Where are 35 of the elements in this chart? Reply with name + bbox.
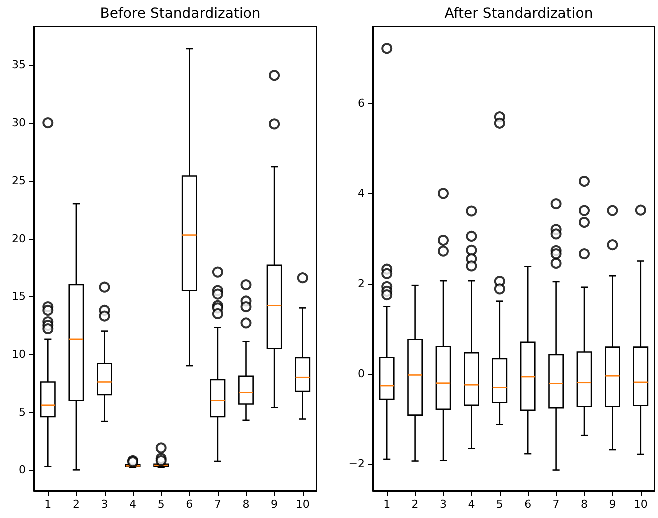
x-tick-label: 5 — [158, 498, 165, 511]
y-tick-label: 0 — [19, 464, 26, 477]
y-tick-label: 10 — [12, 348, 26, 361]
x-tick-label: 4 — [468, 498, 476, 511]
y-tick-label: 2 — [358, 277, 365, 290]
x-tick-label: 3 — [440, 498, 447, 511]
chart-title: Before Standardization — [100, 6, 261, 22]
y-tick-label: 35 — [12, 58, 26, 72]
y-tick-label: 30 — [12, 116, 26, 130]
x-tick-label: 10 — [634, 498, 648, 511]
y-tick-label: 0 — [358, 367, 365, 380]
x-tick-label: 8 — [581, 498, 588, 511]
y-tick-label: 25 — [12, 174, 26, 188]
x-tick-label: 6 — [524, 498, 532, 511]
y-tick-label: 15 — [12, 290, 26, 304]
x-tick-label: 7 — [214, 498, 222, 511]
y-tick-label: 4 — [358, 187, 365, 200]
x-tick-label: 6 — [186, 498, 194, 511]
x-tick-label: 9 — [609, 498, 616, 511]
x-tick-label: 8 — [242, 498, 250, 511]
x-tick-label: 7 — [552, 498, 560, 511]
x-tick-label: 2 — [72, 498, 80, 511]
x-tick-label: 9 — [271, 498, 278, 511]
chart-title: After Standardization — [444, 6, 594, 22]
x-tick-label: 10 — [296, 498, 310, 511]
x-tick-label: 4 — [130, 498, 137, 511]
y-tick-label: 20 — [12, 232, 26, 246]
x-tick-label: 5 — [496, 498, 504, 511]
y-tick-label: 5 — [19, 406, 26, 419]
x-tick-label: 1 — [384, 498, 391, 511]
x-tick-label: 2 — [412, 498, 419, 511]
x-tick-label: 3 — [101, 498, 108, 511]
y-tick-label: −2 — [348, 457, 365, 470]
x-tick-label: 1 — [44, 498, 52, 511]
y-tick-label: 6 — [358, 97, 365, 110]
